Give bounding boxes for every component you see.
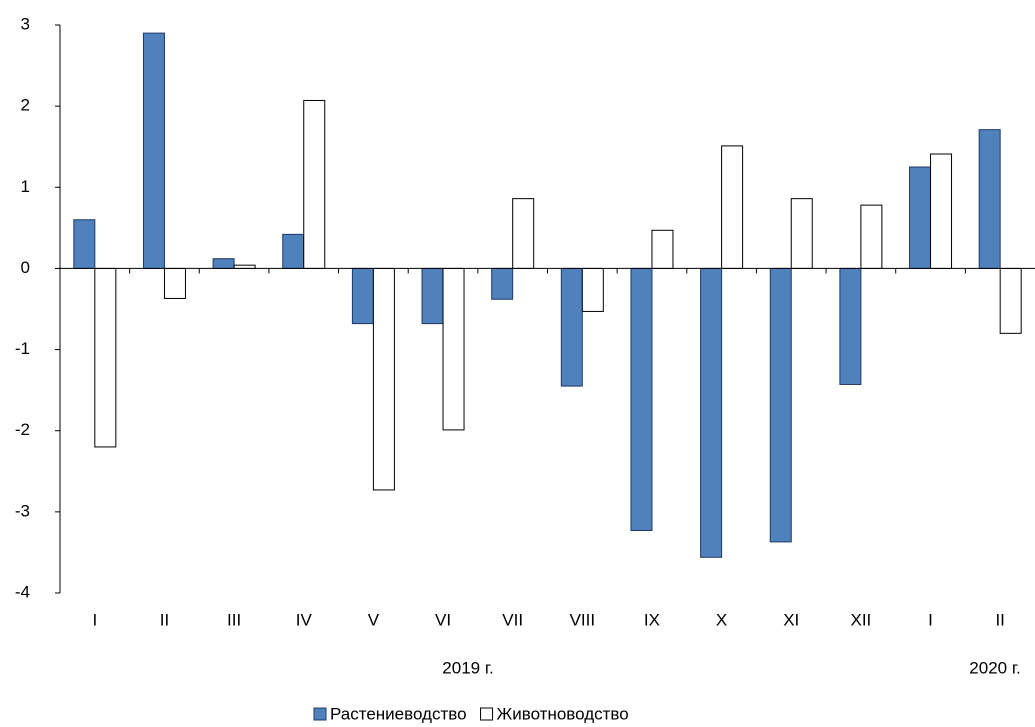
legend-swatch xyxy=(313,707,327,721)
bar xyxy=(282,233,305,269)
legend-swatch xyxy=(480,707,494,721)
bar xyxy=(512,198,535,269)
x-tick-label: V xyxy=(368,610,380,629)
x-tick-label: XII xyxy=(850,610,871,629)
bar xyxy=(630,267,653,532)
bar xyxy=(421,267,444,325)
y-tick-label: 2 xyxy=(21,96,30,115)
bar xyxy=(212,258,235,269)
x-tick-label: VIII xyxy=(570,610,596,629)
bar xyxy=(163,267,186,299)
legend-label: Животноводство xyxy=(497,704,629,723)
bar xyxy=(999,267,1022,334)
year-label: 2019 г. xyxy=(442,658,493,677)
bar xyxy=(860,204,883,269)
bar xyxy=(303,99,326,269)
x-tick-label: I xyxy=(928,610,933,629)
bar xyxy=(560,267,583,387)
y-tick-label: -2 xyxy=(15,420,30,439)
bar xyxy=(351,267,374,325)
y-tick-label: 3 xyxy=(21,14,30,33)
bar xyxy=(442,267,465,431)
bar xyxy=(94,267,117,448)
year-label: 2020 г. xyxy=(969,658,1020,677)
bar xyxy=(491,267,514,300)
bar xyxy=(700,267,723,558)
bar xyxy=(73,219,96,269)
bar xyxy=(909,166,932,269)
y-tick-label: -4 xyxy=(15,582,30,601)
bar xyxy=(651,229,674,269)
bar xyxy=(930,153,953,269)
x-tick-label: II xyxy=(995,610,1004,629)
x-tick-label: II xyxy=(160,610,169,629)
bar xyxy=(978,129,1001,269)
bar xyxy=(839,267,862,385)
x-tick-label: VI xyxy=(435,610,451,629)
x-tick-label: IV xyxy=(296,610,313,629)
bar xyxy=(721,145,744,269)
bar xyxy=(581,267,604,312)
y-tick-label: 1 xyxy=(21,177,30,196)
x-tick-label: IX xyxy=(644,610,660,629)
y-tick-label: -3 xyxy=(15,501,30,520)
legend-label: Растениеводство xyxy=(330,704,467,723)
y-tick-label: 0 xyxy=(21,258,30,277)
bar xyxy=(790,198,813,269)
x-tick-label: XI xyxy=(783,610,799,629)
x-tick-label: III xyxy=(227,610,241,629)
bar xyxy=(372,267,395,491)
y-tick-label: -1 xyxy=(15,339,30,358)
x-tick-label: X xyxy=(716,610,727,629)
x-tick-label: I xyxy=(92,610,97,629)
x-tick-label: VII xyxy=(502,610,523,629)
bar xyxy=(769,267,792,543)
bar xyxy=(142,32,165,269)
